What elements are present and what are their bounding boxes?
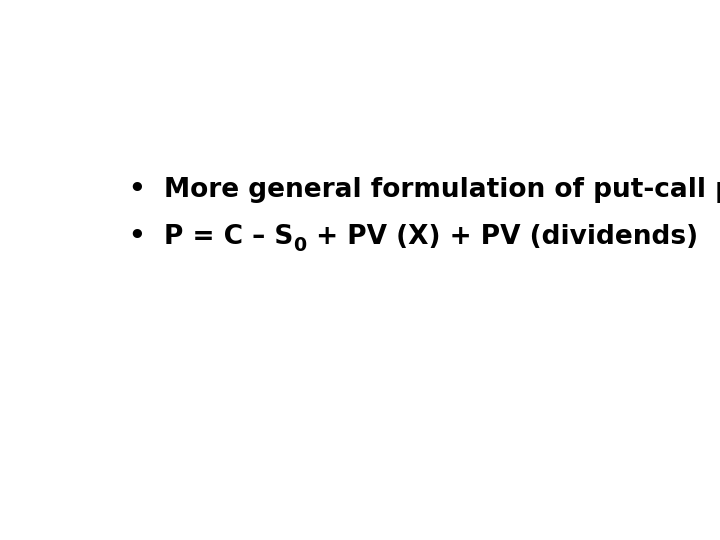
Text: •  P = C – S: • P = C – S xyxy=(129,224,294,249)
Text: •  More general formulation of put-call parity: • More general formulation of put-call p… xyxy=(129,177,720,202)
Text: + PV (X) + PV (dividends): + PV (X) + PV (dividends) xyxy=(307,224,698,249)
Text: 0: 0 xyxy=(294,236,307,255)
